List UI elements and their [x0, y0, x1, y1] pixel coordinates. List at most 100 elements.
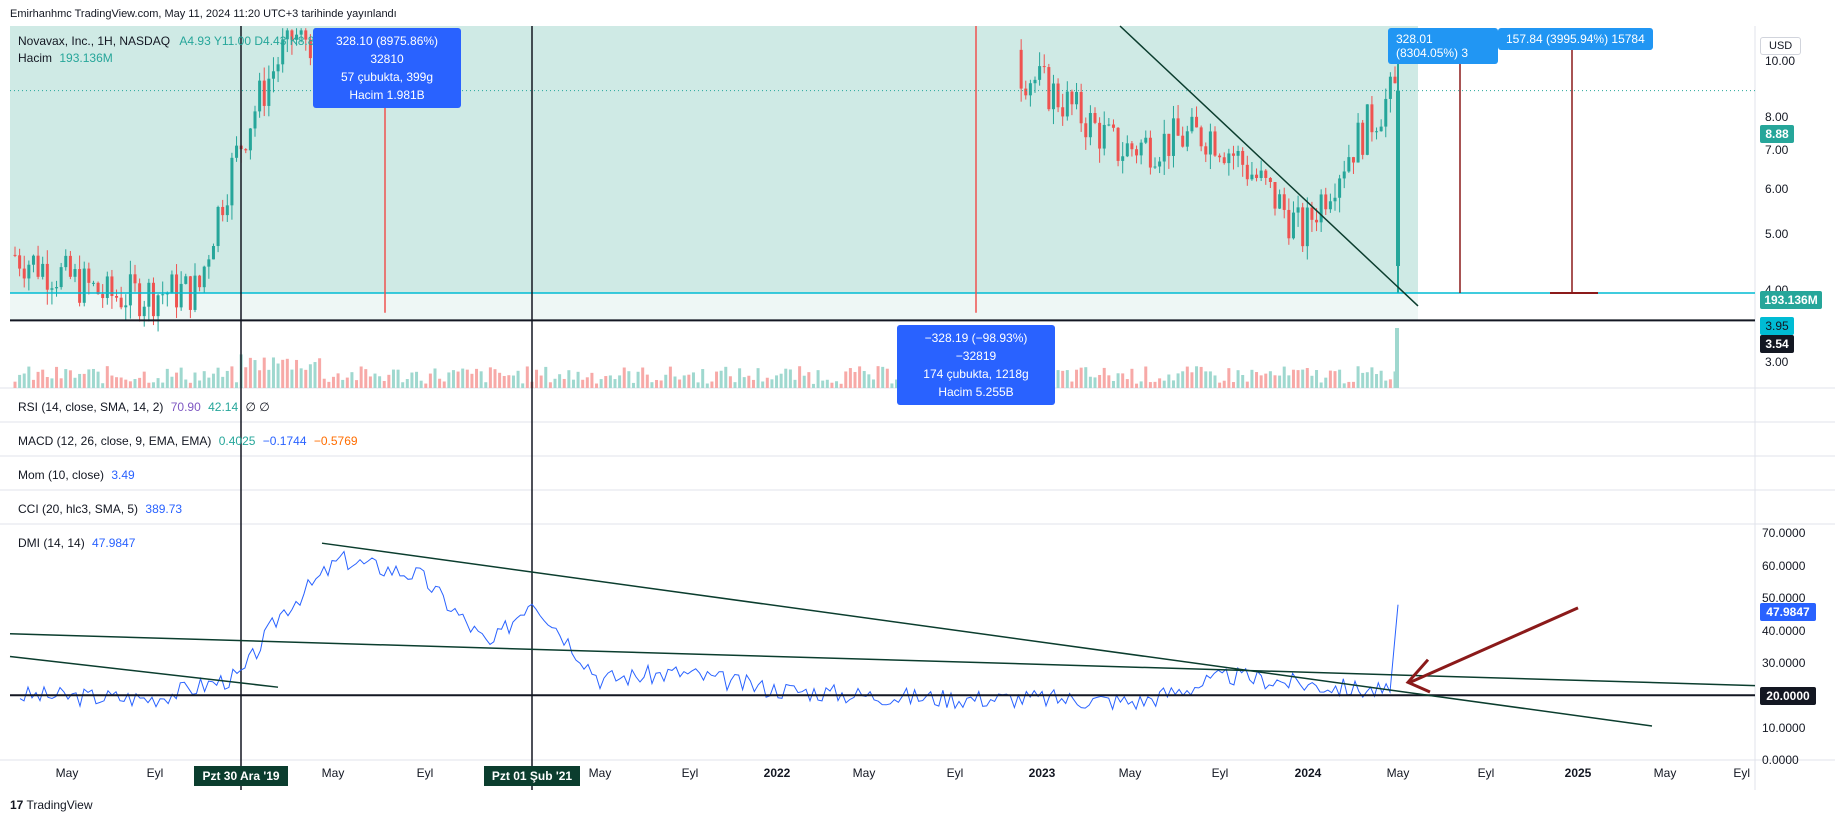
volume-bar: [1111, 380, 1115, 388]
measure-box-2[interactable]: −328.19 (−98.93%) −32819 174 çubukta, 12…: [897, 325, 1055, 405]
candle-body: [138, 283, 142, 317]
volume-bar: [1361, 372, 1365, 388]
rsi-value-3: ∅ ∅: [245, 400, 270, 414]
volume-bar: [373, 373, 377, 388]
volume-bar: [761, 381, 765, 388]
volume-bar: [13, 381, 17, 388]
volume-bar: [225, 370, 229, 388]
candle-body: [1291, 212, 1295, 239]
candle-body: [1264, 170, 1268, 178]
candle-body: [41, 263, 45, 277]
time-tick-label: 2025: [1564, 766, 1592, 780]
volume-bar: [636, 371, 640, 388]
cci-value: 389.73: [145, 502, 183, 516]
volume-bar: [705, 383, 709, 388]
volume-bar: [1236, 370, 1240, 388]
volume-bar: [442, 381, 446, 388]
volume-bar: [645, 374, 649, 388]
volume-bar: [285, 358, 289, 388]
volume-bar: [1310, 375, 1314, 388]
volume-bar: [1375, 374, 1379, 388]
volume-bar: [96, 371, 100, 388]
symbol-title[interactable]: Novavax, Inc., 1H, NASDAQ A4.93 Y11.00 D…: [18, 34, 314, 48]
candle-body: [244, 149, 248, 151]
volume-bar: [765, 377, 769, 388]
volume-bar: [1075, 369, 1079, 388]
volume-bar: [465, 369, 469, 388]
cci-label: CCI (20, hlc3, SMA, 5): [18, 502, 139, 516]
measure-box-3[interactable]: 328.01 (8304.05%) 3: [1388, 28, 1498, 64]
time-tick-label: Eyl: [1733, 766, 1750, 780]
candle-body: [1365, 104, 1369, 155]
candle-body: [198, 275, 202, 288]
time-tick-label: Eyl: [1211, 766, 1229, 780]
volume-bar: [539, 375, 543, 388]
volume-bar: [516, 370, 520, 388]
volume-bar: [664, 374, 668, 388]
volume-bar: [419, 380, 423, 388]
volume-bar: [179, 367, 183, 388]
time-marker-label: Pzt 30 Ara '19: [194, 766, 288, 786]
dmi-tick-label: 40.0000: [1762, 623, 1806, 638]
volume-bar: [1365, 372, 1369, 388]
candle-body: [124, 305, 128, 308]
footer-brand[interactable]: 17 TradingView: [10, 798, 93, 812]
price-tick-label: 6.00: [1765, 181, 1789, 196]
volume-bar: [336, 373, 340, 388]
volume-bar: [867, 374, 871, 388]
macd-legend[interactable]: MACD (12, 26, close, 9, EMA, EMA) 0.4025…: [18, 434, 358, 448]
candle-body: [1070, 91, 1074, 105]
volume-legend[interactable]: Hacim 193.136M: [18, 51, 113, 65]
candle-body: [202, 266, 206, 288]
volume-bar: [618, 375, 622, 388]
cci-legend[interactable]: CCI (20, hlc3, SMA, 5) 389.73: [18, 502, 182, 516]
volume-bar: [253, 360, 257, 388]
dmi-legend[interactable]: DMI (14, 14) 47.9847: [18, 536, 135, 550]
volume-bar: [793, 379, 797, 388]
measure-2-line3: Hacim 5.255B: [938, 385, 1014, 399]
candle-body: [216, 206, 220, 247]
candle-body: [1351, 157, 1355, 163]
candle-body: [1296, 207, 1300, 213]
candle-body: [13, 254, 17, 256]
candle-body: [290, 30, 294, 40]
volume-bar: [876, 366, 880, 388]
volume-bar: [405, 379, 409, 388]
measure-box-1[interactable]: 328.10 (8975.86%) 32810 57 çubukta, 399g…: [313, 28, 461, 108]
volume-bar: [858, 366, 862, 388]
candle-body: [1130, 143, 1134, 150]
candle-body: [165, 293, 169, 295]
dmi-tick-label: 0.0000: [1762, 753, 1799, 767]
volume-bar: [521, 383, 525, 388]
measure-box-4[interactable]: 157.84 (3995.94%) 15784: [1498, 28, 1653, 50]
volume-bar: [382, 380, 386, 388]
candle-body: [31, 255, 35, 265]
volume-bar: [558, 374, 562, 388]
candle-body: [248, 128, 252, 151]
volume-bar: [82, 373, 86, 388]
volume-bar: [1264, 373, 1268, 388]
candle-body: [1111, 124, 1115, 128]
volume-bar: [207, 377, 211, 388]
dmi-tick-label: 70.0000: [1762, 526, 1806, 541]
dmi-trend-line-3: [9, 655, 279, 688]
currency-button[interactable]: USD: [1760, 37, 1802, 55]
volume-bar: [650, 382, 654, 388]
candle-body: [1241, 150, 1245, 165]
volume-bar: [613, 379, 617, 388]
time-tick-label: May: [321, 766, 345, 780]
candle-body: [91, 282, 95, 284]
candle-body: [133, 274, 137, 284]
volume-bar: [161, 382, 165, 388]
volume-bar: [775, 375, 779, 388]
volume-bar: [1181, 371, 1185, 388]
rsi-legend[interactable]: RSI (14, close, SMA, 14, 2) 70.90 42.14 …: [18, 400, 270, 414]
tradingview-logo-icon: 17: [10, 798, 24, 812]
candle-body: [179, 283, 183, 308]
candle-body: [281, 39, 285, 65]
volume-bar: [1241, 375, 1245, 388]
measure-1-line2: 57 çubukta, 399g: [340, 70, 434, 84]
mom-legend[interactable]: Mom (10, close) 3.49: [18, 468, 135, 482]
